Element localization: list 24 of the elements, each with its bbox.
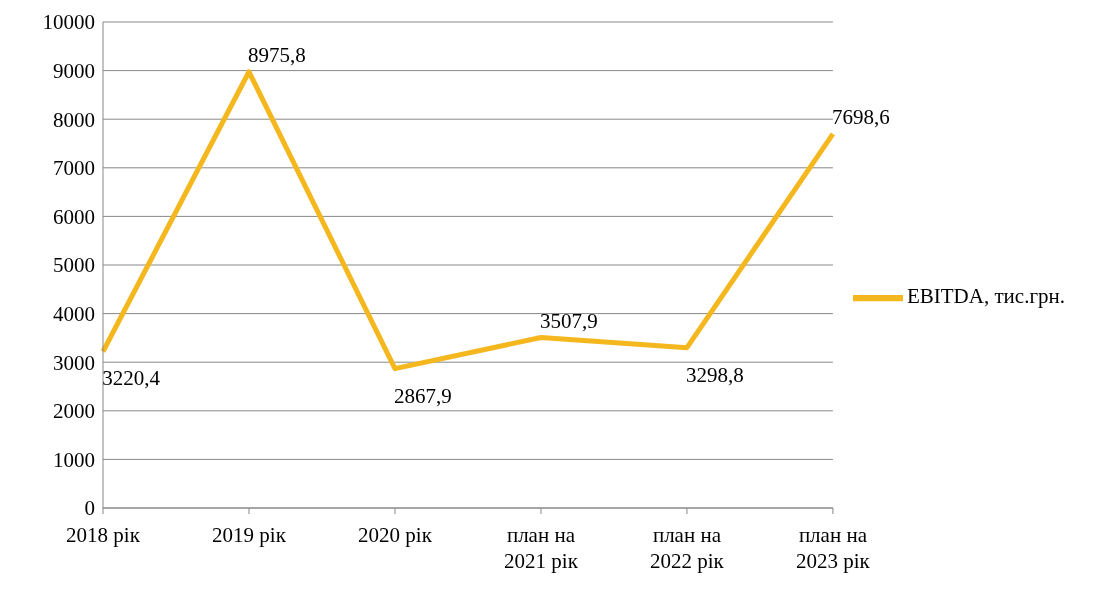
y-tick-label: 2000 xyxy=(53,399,95,424)
y-tick-label: 4000 xyxy=(53,302,95,327)
y-tick-label: 5000 xyxy=(53,253,95,278)
x-tick-label: план на 2023 рік xyxy=(796,523,871,573)
x-tick-label: план на 2022 рік xyxy=(650,523,725,573)
y-tick-label: 3000 xyxy=(53,350,95,375)
x-tick-label: план на 2021 рік xyxy=(504,523,579,573)
x-tick-label: 2019 рік xyxy=(212,523,287,547)
y-tick-label: 10000 xyxy=(42,10,95,35)
data-label: 2867,9 xyxy=(394,383,452,408)
y-tick-label: 9000 xyxy=(53,59,95,84)
data-label: 3507,9 xyxy=(540,308,598,333)
y-tick-label: 0 xyxy=(84,496,95,521)
y-tick-label: 1000 xyxy=(53,447,95,472)
y-tick-label: 7000 xyxy=(53,156,95,181)
data-label: 8975,8 xyxy=(248,42,306,67)
y-tick-label: 6000 xyxy=(53,204,95,229)
x-tick-label: 2018 рік xyxy=(66,523,141,547)
data-label: 7698,6 xyxy=(832,104,890,129)
y-tick-label: 8000 xyxy=(53,107,95,132)
legend-label: EBITDA, тис.грн. xyxy=(906,283,1065,308)
data-label: 3220,4 xyxy=(102,366,161,391)
data-label: 3298,8 xyxy=(686,362,744,387)
x-tick-label: 2020 рік xyxy=(358,523,433,547)
